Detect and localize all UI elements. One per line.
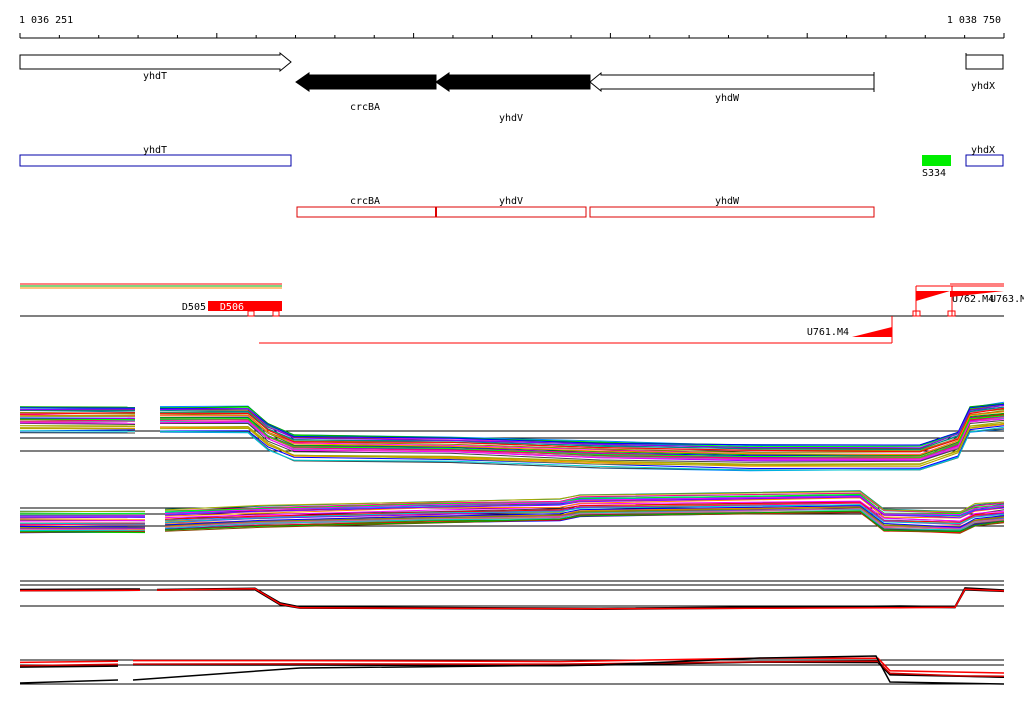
probe-D505[interactable]: D505 [182, 301, 248, 313]
expression-profile [159, 412, 1005, 457]
expression-profile [19, 516, 146, 519]
expression-profile [19, 409, 136, 413]
gene-crcBA[interactable]: crcBA [295, 72, 437, 113]
probe-label-U762-M4: U762.M4 [952, 294, 994, 305]
expression-profile [19, 422, 136, 425]
probe-label-D506: D506 [220, 302, 244, 313]
probe-U763-M4[interactable]: U763.M4 [947, 286, 1024, 317]
gene-label-crcBA: crcBA [350, 102, 380, 113]
probe-label-U763-M4: U763.M4 [990, 294, 1024, 305]
annotation-label-yhdT: yhdT [143, 145, 167, 156]
expression-profile [159, 415, 1005, 458]
expression-profile [159, 422, 1005, 467]
gene-label-yhdW: yhdW [715, 93, 740, 104]
expression-profile [19, 522, 146, 525]
probe-label-U761-M4: U761.M4 [807, 327, 849, 338]
expression-profile [19, 418, 136, 421]
probe-U761-M4[interactable]: U761.M4 [807, 316, 893, 343]
expression-profile [19, 430, 136, 432]
expression-profile [164, 492, 1005, 514]
expression-profile [132, 660, 1005, 677]
ruler-ticks [19, 33, 1005, 38]
expression-profile [19, 408, 136, 411]
gene-yhdW[interactable]: yhdW [589, 71, 875, 104]
expression-profile [159, 426, 1005, 471]
annotation-label-yhdW: yhdW [715, 196, 740, 207]
expression-profile [19, 663, 119, 667]
annotation-label-yhdV: yhdV [499, 196, 523, 207]
expression-profile [159, 407, 1005, 453]
expression-track-1 [19, 401, 1005, 472]
expression-profile [164, 505, 1005, 528]
expression-profile [164, 491, 1005, 513]
expression-profile [19, 660, 119, 664]
expression-profile [164, 504, 1005, 525]
gene-yhdV[interactable]: yhdV [435, 72, 591, 124]
coordinate-ruler: 1 036 251 1 038 750 [19, 15, 1005, 39]
expression-profile [19, 520, 146, 522]
expression-profile [19, 588, 141, 591]
expression-profile [164, 500, 1005, 522]
annotation-yhdT[interactable] [19, 154, 292, 167]
expression-profile [159, 418, 1005, 461]
gene-yhdT[interactable]: yhdT [19, 51, 292, 82]
gene-label-yhdT: yhdT [143, 71, 167, 82]
probe-U762-M4[interactable]: U762.M4 [912, 286, 994, 317]
expression-profile [164, 512, 1005, 534]
probe-D506[interactable]: D506 [220, 301, 282, 317]
expression-profile [159, 405, 1005, 449]
expression-profile [160, 411, 1005, 456]
expression-profile [19, 419, 136, 423]
expression-profile [156, 587, 1005, 610]
srna-S334[interactable] [922, 155, 951, 166]
expression-track-3 [19, 580, 1005, 611]
expression-profile [19, 412, 136, 415]
annotation-track-blue: yhdT yhdX S334 [19, 145, 1004, 179]
probe-track: D505 D506 U761.M4 U762.M4 [20, 283, 1024, 344]
expression-track-4 [19, 655, 1005, 685]
expression-profile [159, 423, 1005, 465]
srna-label-S334: S334 [922, 168, 946, 179]
annotation-yhdW[interactable] [589, 206, 875, 218]
gene-label-yhdV: yhdV [499, 113, 523, 124]
expression-profile [19, 665, 119, 668]
expression-track-2 [19, 490, 1005, 534]
ruler-start-label: 1 036 251 [19, 15, 73, 26]
annotation-label-crcBA: crcBA [350, 196, 380, 207]
annotation-yhdV[interactable] [435, 206, 587, 218]
gene-label-yhdX: yhdX [971, 81, 995, 92]
expression-profile [164, 508, 1005, 530]
gene-yhdX[interactable]: yhdX [965, 53, 1004, 92]
annotation-yhdX[interactable] [965, 154, 1004, 167]
expression-profile [164, 493, 1005, 515]
expression-profile [159, 403, 1005, 446]
expression-profile [164, 501, 1005, 523]
expression-profile [19, 510, 146, 513]
annotation-track-red: crcBA yhdV yhdW [296, 196, 875, 218]
expression-profile [164, 496, 1005, 519]
expression-profile [133, 657, 1005, 674]
expression-profile [19, 426, 136, 428]
probe-label-D505: D505 [182, 302, 206, 313]
annotation-crcBA[interactable] [296, 206, 437, 218]
expression-profile [19, 655, 1005, 685]
ruler-end-label: 1 038 750 [947, 15, 1001, 26]
gene-track: yhdT crcBA yhdV yhdW yhdX [19, 51, 1004, 124]
expression-profile [19, 421, 136, 423]
expression-profile [164, 510, 1005, 533]
expression-profile [159, 406, 1005, 451]
expression-profile [164, 495, 1005, 516]
annotation-label-yhdX: yhdX [971, 145, 995, 156]
